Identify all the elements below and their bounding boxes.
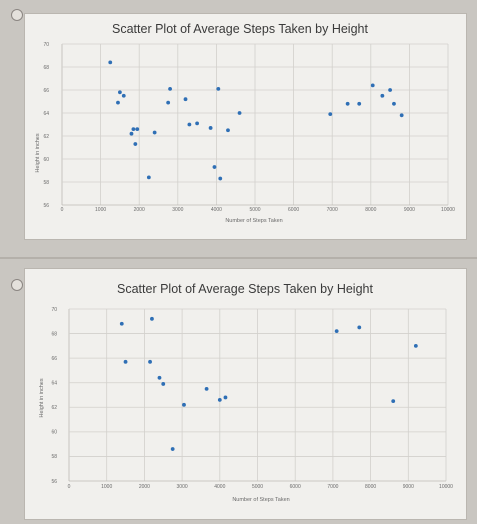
data-point (116, 100, 120, 105)
y-tick-label: 64 (51, 381, 57, 387)
x-tick-label: 3000 (177, 484, 188, 490)
data-point (370, 83, 375, 88)
gridlines (68, 308, 447, 482)
x-tick-label: 4000 (211, 207, 222, 213)
answer-option-chart-1[interactable] (24, 13, 467, 240)
x-tick-label: 5000 (249, 207, 260, 213)
y-tick-label: 62 (51, 405, 57, 411)
y-tick-label: 62 (43, 134, 49, 140)
x-tick-label: 6000 (288, 207, 299, 213)
data-point (168, 86, 172, 91)
y-axis-label: Height in inches (39, 378, 45, 417)
gridlines (61, 43, 449, 206)
data-point (218, 176, 223, 181)
x-tick-label: 2000 (134, 207, 145, 213)
data-point (217, 398, 222, 402)
y-tick-label: 70 (43, 42, 49, 48)
data-point (152, 130, 157, 135)
y-tick-label: 64 (43, 111, 49, 117)
chart-title: Scatter Plot of Average Steps Taken by H… (112, 22, 368, 36)
data-point (121, 93, 126, 98)
data-point (146, 175, 151, 180)
data-point (223, 395, 228, 400)
data-point (204, 386, 209, 391)
data-point (345, 101, 350, 106)
data-point (123, 359, 128, 364)
y-tick-label: 68 (43, 65, 49, 71)
x-tick-label: 7000 (327, 484, 338, 490)
y-tick-label: 60 (51, 430, 57, 436)
x-tick-label: 3000 (172, 207, 183, 213)
data-point (380, 93, 385, 98)
data-point (334, 329, 339, 334)
x-tick-label: 8000 (365, 484, 376, 490)
data-point (119, 321, 124, 326)
data-point (183, 97, 188, 102)
x-tick-label: 4000 (214, 484, 225, 490)
y-tick-label: 56 (43, 203, 49, 209)
x-axis-label: Number of Steps Taken (232, 497, 289, 503)
data-point (357, 101, 362, 106)
chart-title: Scatter Plot of Average Steps Taken by H… (117, 282, 373, 296)
data-point (161, 382, 166, 386)
answer-option-chart-2[interactable] (24, 268, 467, 520)
data-point (170, 447, 175, 451)
x-tick-label: 10000 (439, 484, 453, 490)
x-tick-label: 10000 (441, 207, 455, 213)
y-tick-label: 70 (51, 307, 57, 313)
answer-option-radio-1[interactable] (11, 9, 23, 21)
option-divider (0, 257, 477, 259)
y-tick-label: 58 (43, 180, 49, 186)
y-axis-label: Height in inches (35, 133, 41, 172)
x-tick-label: 1000 (95, 207, 106, 213)
data-point (357, 325, 362, 330)
data-point (108, 60, 113, 65)
data-point (399, 113, 404, 118)
data-point (237, 111, 242, 115)
y-tick-label: 66 (43, 88, 49, 94)
x-tick-label: 2000 (139, 484, 150, 490)
scatter-chart-2: Scatter Plot of Average Steps Taken by H… (39, 282, 453, 503)
data-point (135, 127, 140, 131)
x-tick-label: 9000 (403, 484, 414, 490)
x-tick-label: 0 (61, 207, 64, 213)
data-point (166, 100, 171, 105)
data-point (208, 126, 213, 130)
data-point (118, 90, 122, 95)
data-point (182, 402, 186, 407)
data-point (150, 316, 154, 321)
y-tick-label: 68 (51, 331, 57, 337)
data-point (413, 343, 418, 348)
data-point (195, 121, 200, 126)
y-tick-label: 60 (43, 157, 49, 163)
data-point (388, 88, 392, 92)
x-tick-label: 8000 (365, 207, 376, 213)
x-tick-label: 9000 (404, 207, 415, 213)
data-point (328, 112, 333, 117)
x-tick-label: 0 (68, 484, 71, 490)
data-point (133, 142, 138, 146)
data-point (157, 375, 162, 380)
answer-option-radio-2[interactable] (11, 279, 23, 291)
data-point (129, 131, 134, 136)
scatter-chart-1: Scatter Plot of Average Steps Taken by H… (35, 22, 455, 224)
data-point (216, 86, 221, 91)
data-point (391, 399, 396, 404)
x-axis-label: Number of Steps Taken (225, 218, 282, 224)
x-tick-label: 7000 (327, 207, 338, 213)
data-point (187, 122, 192, 127)
data-point (131, 127, 136, 131)
data-point (226, 128, 230, 133)
x-tick-label: 6000 (290, 484, 301, 490)
data-point (148, 359, 152, 364)
y-tick-label: 56 (51, 479, 57, 485)
y-tick-label: 58 (51, 454, 57, 460)
data-point (392, 101, 396, 106)
y-tick-label: 66 (51, 356, 57, 362)
x-tick-label: 5000 (252, 484, 263, 490)
x-tick-label: 1000 (101, 484, 112, 490)
data-point (212, 165, 217, 169)
